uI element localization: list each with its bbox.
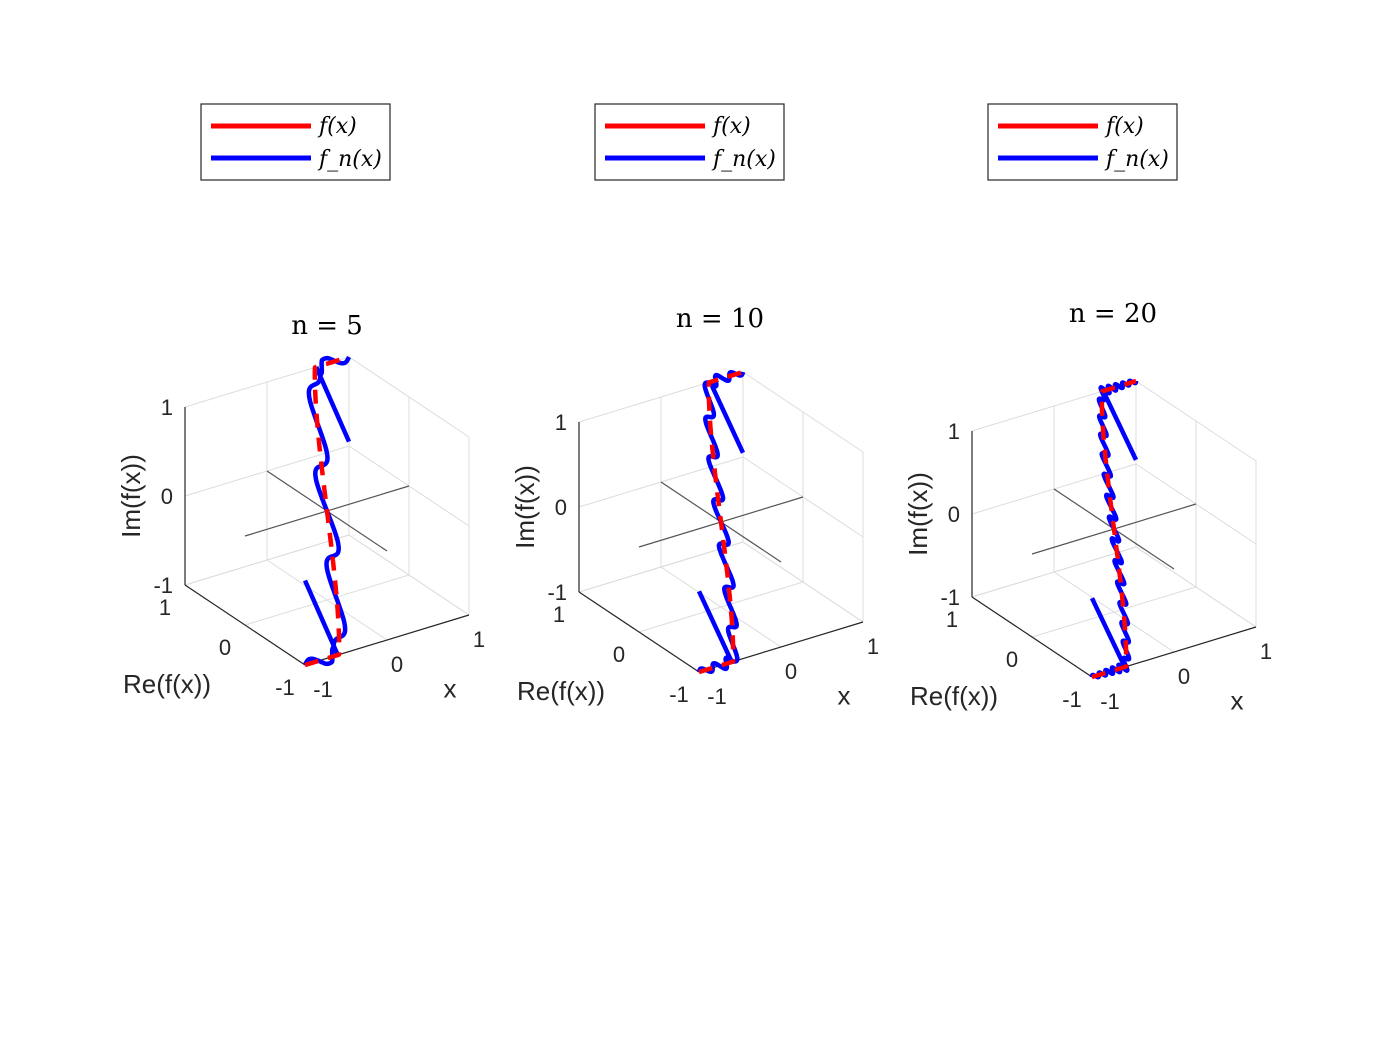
y-axis-label: Re(f(x)): [910, 681, 998, 711]
z-axis-label: Im(f(x)): [116, 454, 146, 538]
y-tick-label: 0: [613, 642, 625, 667]
y-tick-label: -1: [669, 682, 689, 707]
grid-line: [184, 534, 350, 586]
z-tick-label: -1: [940, 585, 960, 610]
z-tick-label: -1: [547, 580, 567, 605]
series-fn-edge-high: [1101, 390, 1139, 461]
x-axis-label: x: [444, 674, 457, 704]
chart-panel-1: f(x)f_n(x)n = 5-1-1-1000111xRe(f(x))Im(f…: [116, 103, 485, 704]
chart-title: n = 10: [676, 304, 764, 334]
legend: f(x) f_n(x): [987, 103, 1178, 181]
chart-title: n = 20: [1069, 299, 1157, 329]
legend-label-f: f(x): [711, 114, 751, 139]
legend: f(x) f_n(x): [200, 103, 391, 181]
x-tick-label: 0: [1178, 664, 1190, 689]
series-fn-edge-low: [1089, 597, 1127, 668]
grid-line: [742, 371, 864, 453]
y-tick-label: 1: [946, 607, 958, 632]
z-tick-label: 0: [161, 484, 173, 509]
grid-line: [1031, 586, 1197, 638]
z-tick-label: 1: [555, 410, 567, 435]
grid-line: [971, 546, 1137, 598]
grid-line: [348, 534, 470, 616]
grid-line: [1135, 380, 1257, 462]
y-tick-label: 0: [1006, 647, 1018, 672]
grid-line: [578, 541, 744, 593]
tick-labels: -1 -1 -1 0 0 0 1 1 1: [153, 395, 485, 702]
y-tick-label: -1: [1062, 687, 1082, 712]
x-tick-label: 0: [785, 659, 797, 684]
grid-line: [1135, 546, 1257, 628]
z-tick-label: 0: [555, 495, 567, 520]
x-tick-label: -1: [707, 684, 727, 709]
z-tick-label: 1: [161, 395, 173, 420]
legend-box: [200, 103, 391, 181]
x-axis-label: x: [838, 681, 851, 711]
series-fn-edge-low: [696, 590, 734, 663]
grid-line: [742, 541, 864, 623]
legend-label-f: f(x): [1104, 114, 1144, 139]
z-axis-label: Im(f(x)): [903, 472, 933, 556]
legend-label-fn: f_n(x): [711, 147, 776, 172]
y-axis-line: [184, 584, 306, 666]
x-tick-label: 1: [1260, 639, 1272, 664]
chart-title: n = 5: [291, 311, 363, 341]
series-fn-edge-high: [708, 381, 746, 454]
series-fn-edge-high: [314, 366, 352, 443]
y-axis-line: [578, 591, 700, 673]
z-tick-label: 1: [948, 419, 960, 444]
legend-box: [987, 103, 1178, 181]
legend-label-fn: f_n(x): [1104, 147, 1169, 172]
legend: f(x) f_n(x): [594, 103, 785, 181]
x-tick-label: 1: [867, 634, 879, 659]
grid-line: [244, 574, 410, 626]
series-f-line: [1090, 378, 1138, 680]
x-tick-label: -1: [313, 677, 333, 702]
tick-labels: -1 -1 -1 0 0 0 1 1 1: [940, 419, 1272, 714]
legend-box: [594, 103, 785, 181]
series-f-line: [697, 369, 745, 675]
z-axis-label: Im(f(x)): [510, 465, 540, 549]
x-tick-label: 1: [473, 627, 485, 652]
y-tick-label: 1: [159, 595, 171, 620]
series-f-line: [303, 354, 351, 668]
chart-panel-3: f(x)f_n(x)n = 20-1-1-1000111xRe(f(x))Im(…: [903, 103, 1272, 716]
y-axis-line: [971, 596, 1093, 678]
y-tick-label: 0: [219, 635, 231, 660]
grid: [184, 356, 470, 666]
z-tick-label: 0: [948, 502, 960, 527]
grid-line: [348, 356, 470, 438]
series-fn-edge-low: [302, 579, 340, 656]
chart-panel-2: f(x)f_n(x)n = 10-1-1-1000111xRe(f(x))Im(…: [510, 103, 879, 711]
x-axis-label: x: [1231, 686, 1244, 716]
y-axis-label: Re(f(x)): [517, 676, 605, 706]
z-tick-label: -1: [153, 573, 173, 598]
y-tick-label: -1: [275, 675, 295, 700]
tick-labels: -1 -1 -1 0 0 0 1 1 1: [547, 410, 879, 709]
legend-label-f: f(x): [317, 114, 357, 139]
x-tick-label: 0: [391, 652, 403, 677]
y-axis-label: Re(f(x)): [123, 669, 211, 699]
legend-label-fn: f_n(x): [317, 147, 382, 172]
x-tick-label: -1: [1100, 689, 1120, 714]
grid-line: [638, 581, 804, 633]
y-tick-label: 1: [553, 602, 565, 627]
